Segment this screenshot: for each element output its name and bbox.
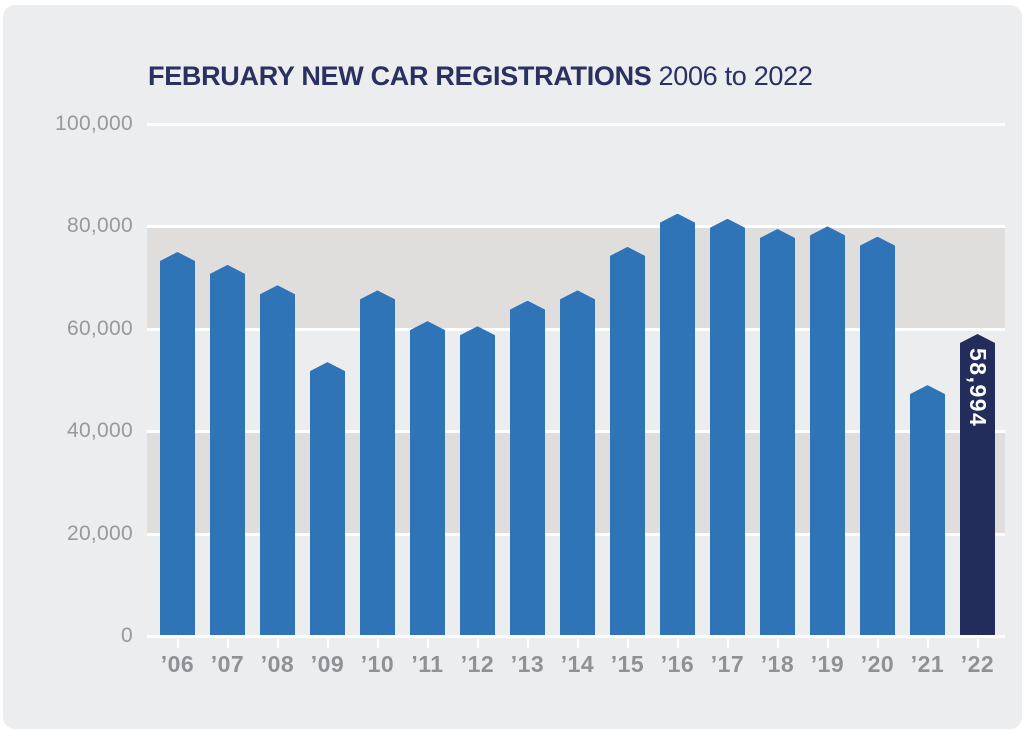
bar-20 — [860, 236, 895, 636]
bar-14 — [560, 290, 595, 636]
y-axis-label: 80,000 — [66, 214, 133, 238]
x-axis-tick — [226, 639, 229, 648]
bar-18 — [760, 228, 795, 636]
bar-11 — [410, 321, 445, 636]
x-axis-tick — [776, 639, 779, 648]
x-axis-label: ’16 — [660, 651, 695, 677]
x-axis-label: ’09 — [310, 651, 345, 677]
x-axis-label: ’06 — [160, 651, 195, 677]
plot-area: 100,000 80,000 60,000 40,000 20,000 0 ’06 ’07 ’0… — [55, 112, 1005, 677]
x-axis-label: ’10 — [360, 651, 395, 677]
x-axis-label: ’22 — [960, 651, 995, 677]
chart-title: FEBRUARY NEW CAR REGISTRATIONS 2006 to 20… — [148, 61, 988, 92]
x-axis-tick — [526, 639, 529, 648]
x-axis-label: ’18 — [760, 651, 795, 677]
y-axis-label: 40,000 — [66, 419, 133, 443]
x-axis-label: ’17 — [710, 651, 745, 677]
x-axis-label: ’14 — [560, 651, 595, 677]
y-axis-label: 0 — [121, 624, 133, 647]
x-axis-tick — [326, 639, 329, 648]
x-axis-label: ’12 — [460, 651, 495, 677]
x-axis-tick — [376, 639, 379, 648]
x-axis-label: ’20 — [860, 651, 895, 677]
bar-highlight-2022: 58,994 — [960, 333, 995, 636]
bar-06 — [160, 252, 195, 636]
bar-21 — [910, 385, 945, 636]
x-axis-label: ’11 — [411, 651, 444, 677]
y-axis-label: 100,000 — [54, 112, 133, 135]
y-axis-label: 20,000 — [66, 521, 133, 545]
bar-13 — [510, 300, 545, 636]
chart-title-range: 2006 to 2022 — [658, 61, 813, 91]
bar-15 — [610, 246, 645, 636]
x-axis-tick — [676, 639, 679, 648]
x-axis-tick — [426, 639, 429, 648]
bar-10 — [360, 290, 395, 636]
x-axis-baseline — [147, 635, 1005, 638]
chart-panel: FEBRUARY NEW CAR REGISTRATIONS 2006 to 20… — [3, 5, 1022, 729]
y-axis-label: 60,000 — [66, 316, 133, 340]
x-axis-label: ’19 — [810, 651, 845, 677]
bar-09 — [310, 362, 345, 636]
x-axis-tick — [476, 639, 479, 648]
x-axis-tick — [926, 639, 929, 648]
x-axis-tick — [626, 639, 629, 648]
x-axis-tick — [176, 639, 179, 648]
bar-12 — [460, 326, 495, 636]
x-axis-tick — [576, 639, 579, 648]
highlight-value-label: 58,994 — [965, 347, 991, 428]
x-axis-label: ’13 — [510, 651, 545, 677]
x-axis-tick — [876, 639, 879, 648]
bar-07 — [210, 264, 245, 636]
x-axis-label: ’15 — [610, 651, 645, 677]
x-axis-tick — [976, 639, 979, 648]
bar-08 — [260, 285, 295, 636]
chart-title-main: FEBRUARY NEW CAR REGISTRATIONS — [148, 61, 652, 91]
x-axis-label: ’07 — [210, 651, 245, 677]
x-axis-tick — [276, 639, 279, 648]
bar-19 — [810, 226, 845, 636]
bar-17 — [710, 218, 745, 636]
x-axis-label: ’21 — [910, 651, 945, 677]
x-axis-tick — [826, 639, 829, 648]
gridline — [147, 225, 1005, 229]
x-axis-label: ’08 — [260, 651, 295, 677]
bar-16 — [660, 213, 695, 636]
gridline — [147, 123, 1005, 126]
x-axis-tick — [726, 639, 729, 648]
